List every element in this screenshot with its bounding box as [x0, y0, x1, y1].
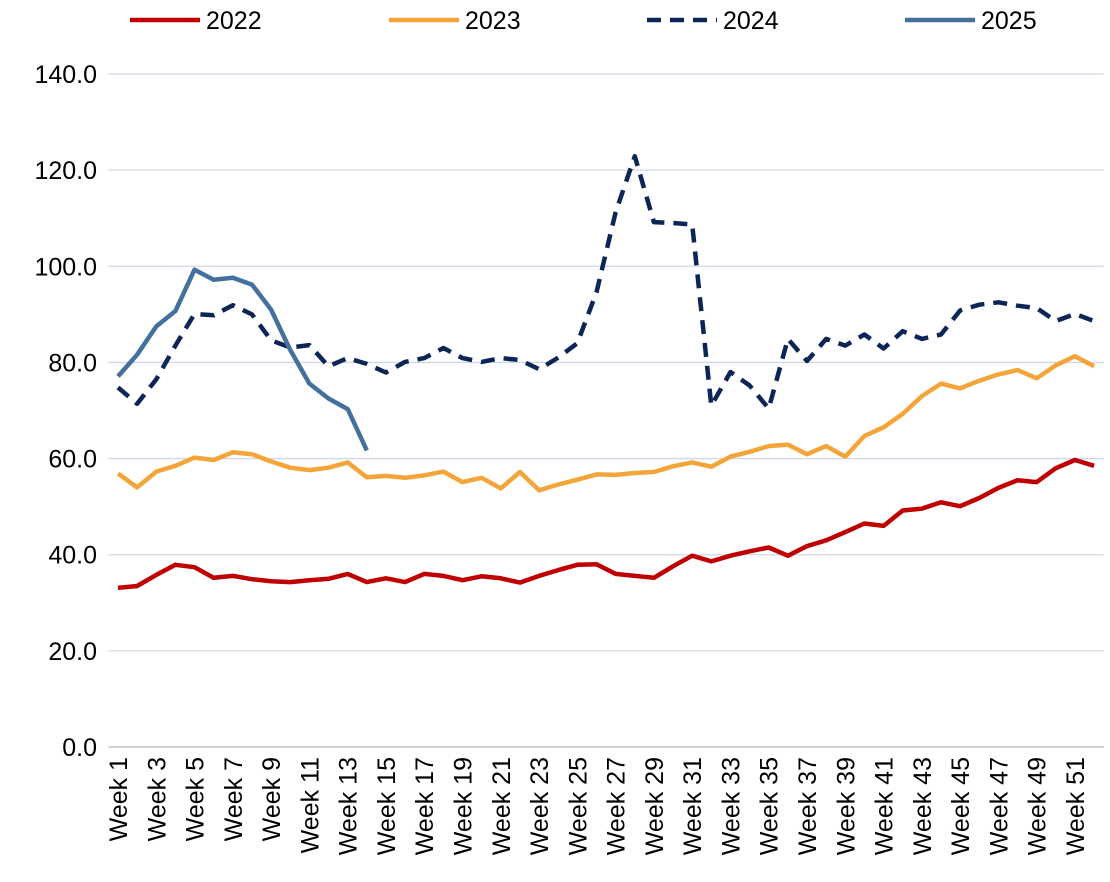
- x-tick-label: Week 49: [1024, 757, 1052, 855]
- x-tick-label: Week 21: [488, 757, 516, 855]
- x-tick-label: Week 9: [258, 757, 286, 841]
- x-tick-label: Week 41: [871, 757, 899, 855]
- series-line: [116, 153, 1095, 411]
- y-tick-label: 120.0: [34, 157, 97, 185]
- legend-item: 2024: [647, 7, 779, 35]
- legend-label: 2024: [723, 7, 779, 35]
- x-tick-label: Week 13: [335, 757, 363, 855]
- x-tick-label: Week 51: [1062, 757, 1090, 855]
- legend-item: 2025: [905, 7, 1037, 35]
- legend-label: 2022: [206, 7, 262, 35]
- y-tick-label: 140.0: [34, 61, 97, 89]
- x-tick-label: Week 31: [679, 757, 707, 855]
- series-line: [117, 457, 1095, 591]
- y-tick-label: 60.0: [48, 446, 97, 474]
- legend-label: 2025: [981, 7, 1037, 35]
- x-tick-label: Week 39: [832, 757, 860, 855]
- x-tick-label: Week 7: [220, 757, 248, 841]
- x-tick-label: Week 25: [564, 757, 592, 855]
- x-tick-label: Week 33: [717, 757, 745, 855]
- x-tick-label: Week 23: [526, 757, 554, 855]
- y-tick-label: 0.0: [62, 734, 97, 762]
- x-tick-label: Week 45: [947, 757, 975, 855]
- x-tick-label: Week 15: [373, 757, 401, 855]
- x-tick-label: Week 1: [105, 757, 133, 841]
- x-tick-label: Week 43: [909, 757, 937, 855]
- y-tick-label: 80.0: [48, 349, 97, 377]
- x-tick-label: Week 3: [143, 757, 171, 841]
- legend-item: 2023: [389, 7, 521, 35]
- y-tick-label: 100.0: [34, 253, 97, 281]
- x-tick-label: Week 11: [296, 757, 324, 853]
- x-tick-label: Week 19: [449, 757, 477, 855]
- x-tick-label: Week 17: [411, 757, 439, 855]
- series-line: [116, 353, 1096, 493]
- x-tick-label: Week 37: [794, 757, 822, 855]
- legend-label: 2023: [465, 7, 521, 35]
- x-tick-label: Week 5: [182, 757, 210, 841]
- x-tick-label: Week 35: [756, 757, 784, 855]
- series-line: [116, 267, 369, 452]
- x-tick-label: Week 47: [985, 757, 1013, 855]
- x-tick-label: Week 29: [641, 757, 669, 855]
- y-tick-label: 20.0: [48, 638, 97, 666]
- y-tick-label: 40.0: [48, 542, 97, 570]
- x-tick-label: Week 27: [603, 757, 631, 855]
- legend-item: 2022: [130, 7, 262, 35]
